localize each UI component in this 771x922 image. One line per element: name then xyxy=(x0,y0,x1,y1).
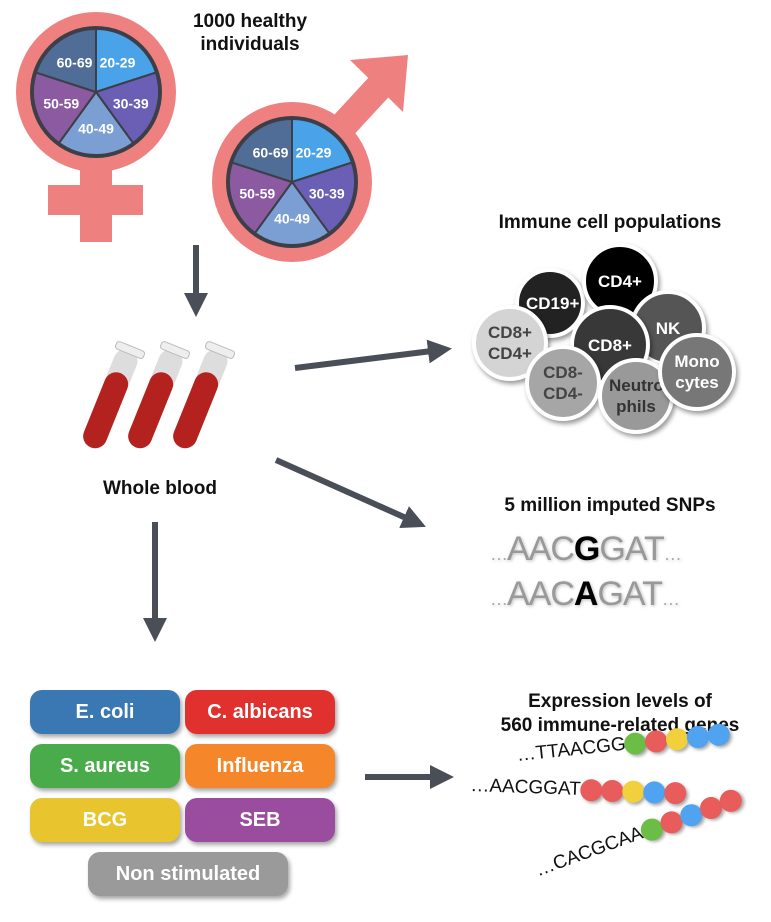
cell-label: NK xyxy=(655,318,681,338)
age-label: 20-29 xyxy=(100,54,136,70)
cell-cd8-cd4-: CD8- CD4- xyxy=(525,345,601,421)
expression-dot xyxy=(642,781,666,804)
expression-dot xyxy=(644,729,669,754)
cell-label: Neutro phils xyxy=(609,376,664,416)
age-slice xyxy=(32,71,98,145)
expression-dot xyxy=(686,724,711,750)
stimulus-e-coli: E. coli xyxy=(30,690,180,734)
blood-label: Whole blood xyxy=(103,478,217,499)
snp-row-1: …AACGGAT… xyxy=(490,530,682,568)
expression-dot xyxy=(707,722,732,747)
age-slice xyxy=(290,161,356,235)
age-slice xyxy=(57,90,135,156)
expression-dot xyxy=(579,778,603,802)
arrow-to-cells xyxy=(294,339,452,371)
age-label: 20-29 xyxy=(296,144,332,160)
expression-dot xyxy=(663,781,687,805)
stimulus-influenza: Influenza xyxy=(185,744,335,788)
stimulus-s-aureus: S. aureus xyxy=(30,744,180,788)
expression-dot xyxy=(665,727,690,752)
age-slice xyxy=(230,117,293,184)
age-label: 40-49 xyxy=(78,121,114,137)
male-symbol: 20-29 30-39 40-49 50-59 60-69 xyxy=(212,55,408,262)
stimulus-bcg: BCG xyxy=(30,798,180,842)
cell-mono-cytes: Mono cytes xyxy=(658,333,736,411)
cell-cd8-cd4-: CD8+ CD4+ xyxy=(472,305,548,381)
blood-tubes xyxy=(83,341,236,449)
arrow-to-snps xyxy=(274,457,426,529)
blood-tube xyxy=(173,341,236,449)
expression-dot xyxy=(623,731,648,756)
age-label: 30-39 xyxy=(309,185,345,201)
blood-tube xyxy=(83,341,146,449)
stimulus-seb: SEB xyxy=(185,798,335,842)
age-slice xyxy=(34,27,97,94)
expression-dot xyxy=(600,779,624,803)
cell-cd8-: CD8+ xyxy=(570,305,650,385)
age-label: 30-39 xyxy=(113,95,149,111)
expression-dot xyxy=(621,780,645,804)
sequence-text: …AACGGAT xyxy=(470,775,582,800)
cohort-title: 1000 healthy individuals xyxy=(192,11,308,55)
cell-label: CD8+ CD4+ xyxy=(488,323,532,363)
cell-label: Mono cytes xyxy=(674,352,720,392)
stimulus-non-stimulated: Non stimulated xyxy=(88,852,288,896)
blood-tube xyxy=(128,341,191,449)
female-symbol: 20-29 30-39 40-49 50-59 60-69 xyxy=(16,12,176,242)
snps-title: 5 million imputed SNPs xyxy=(504,495,716,516)
immune-title: Immune cell populations xyxy=(498,212,722,233)
cell-label: CD19+ xyxy=(526,293,580,313)
age-label: 50-59 xyxy=(43,95,79,111)
stimulus-c-albicans: C. albicans xyxy=(185,690,335,734)
age-label: 60-69 xyxy=(57,54,93,70)
cell-label: CD8+ xyxy=(588,335,632,355)
age-slice xyxy=(95,27,158,94)
age-slice xyxy=(291,117,354,184)
cell-label: CD4+ xyxy=(598,271,642,291)
age-slice xyxy=(228,161,294,235)
age-label: 40-49 xyxy=(274,211,310,227)
snp-row-2: …AACAGAT… xyxy=(490,575,680,613)
arrows xyxy=(143,245,454,789)
age-label: 50-59 xyxy=(239,185,275,201)
age-slice xyxy=(253,180,331,246)
age-slice xyxy=(94,71,160,145)
cell-label: CD8- CD4- xyxy=(543,363,583,403)
age-label: 60-69 xyxy=(253,144,289,160)
